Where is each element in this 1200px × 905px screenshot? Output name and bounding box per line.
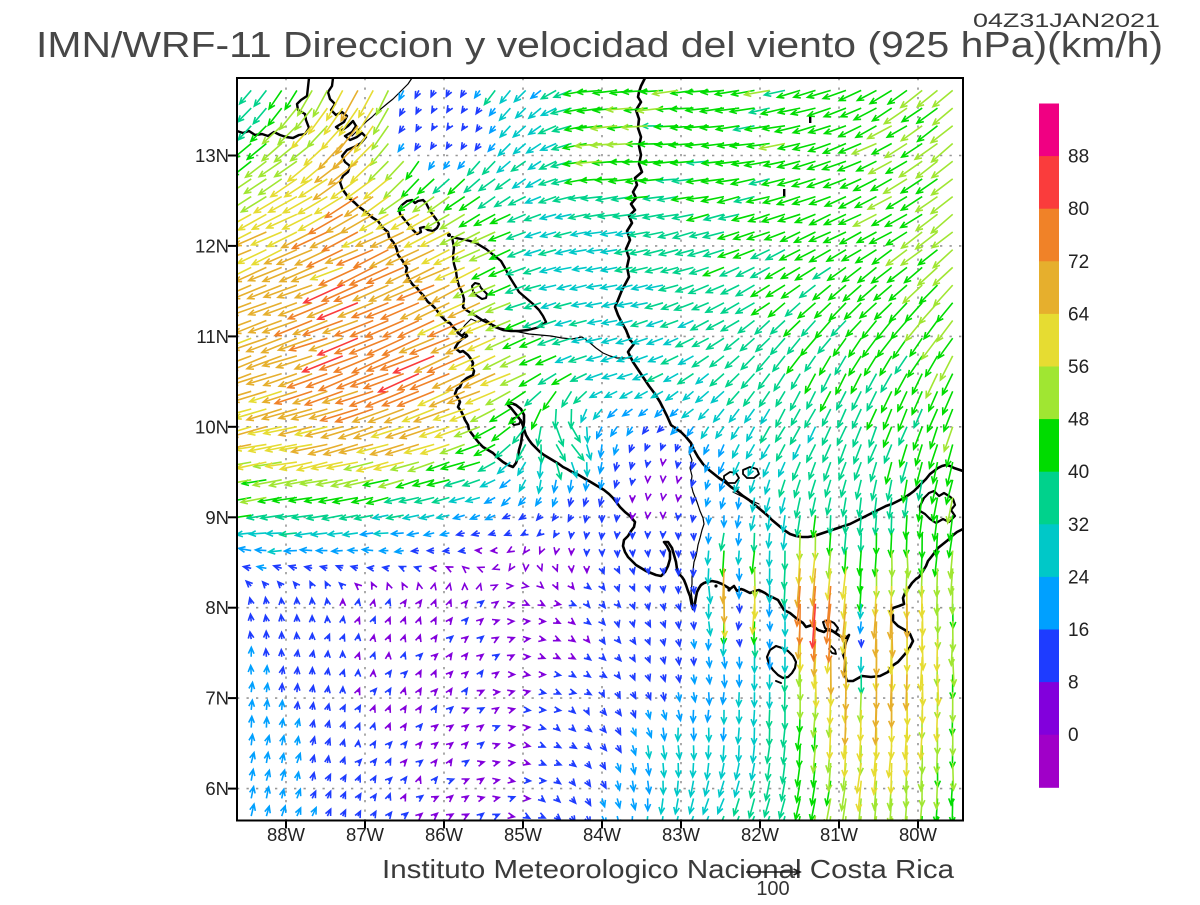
svg-text:9N: 9N	[205, 507, 229, 528]
svg-text:0: 0	[1068, 725, 1079, 746]
svg-text:88: 88	[1068, 147, 1089, 168]
svg-text:83W: 83W	[662, 824, 701, 845]
svg-text:85W: 85W	[504, 824, 543, 845]
svg-text:48: 48	[1068, 410, 1089, 431]
svg-text:81W: 81W	[820, 824, 859, 845]
svg-text:64: 64	[1068, 304, 1090, 325]
svg-text:86W: 86W	[425, 824, 464, 845]
svg-text:8N: 8N	[205, 597, 229, 618]
svg-text:6N: 6N	[205, 778, 229, 799]
svg-text:32: 32	[1068, 515, 1089, 536]
svg-text:87W: 87W	[346, 824, 385, 845]
svg-text:16: 16	[1068, 620, 1089, 641]
svg-text:IMN/WRF-11 Direccion y velocid: IMN/WRF-11 Direccion y velocidad del vie…	[36, 24, 1163, 65]
svg-text:12N: 12N	[195, 235, 229, 256]
svg-text:72: 72	[1068, 252, 1089, 273]
svg-text:13N: 13N	[195, 145, 229, 166]
svg-text:Instituto Meteorologico Nacion: Instituto Meteorologico Nacional Costa R…	[382, 854, 955, 884]
svg-text:80W: 80W	[899, 824, 938, 845]
svg-text:10N: 10N	[195, 416, 229, 437]
svg-text:88W: 88W	[267, 824, 306, 845]
svg-text:8: 8	[1068, 673, 1079, 694]
svg-text:56: 56	[1068, 357, 1089, 378]
svg-text:82W: 82W	[741, 824, 780, 845]
svg-text:7N: 7N	[205, 688, 229, 709]
svg-text:80: 80	[1068, 199, 1089, 220]
svg-text:11N: 11N	[196, 326, 229, 347]
svg-text:24: 24	[1068, 567, 1090, 588]
svg-text:04Z31JAN2021: 04Z31JAN2021	[973, 10, 1160, 32]
svg-text:40: 40	[1068, 462, 1089, 483]
svg-text:100: 100	[756, 878, 789, 900]
svg-text:84W: 84W	[583, 824, 622, 845]
